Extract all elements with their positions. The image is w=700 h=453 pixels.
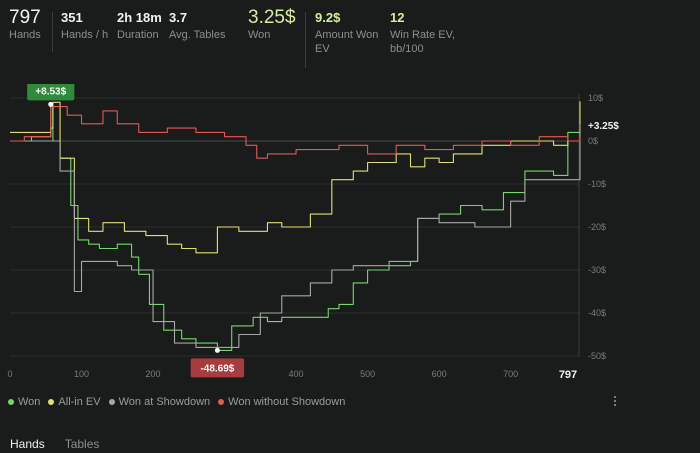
stats-separator	[305, 12, 306, 68]
stat-win-rate-ev: 12 Win Rate EV, bb/100	[390, 10, 490, 56]
stat-value: 9.2$	[315, 10, 341, 25]
x-tick-label: 0	[7, 369, 12, 379]
stat-value: 351	[61, 10, 83, 25]
stat-hands: 797 Hands	[9, 7, 41, 42]
y-tick-label: 0$	[588, 136, 598, 146]
annotation-label: -48.69$	[200, 363, 234, 374]
x-tick-label: 500	[360, 369, 375, 379]
stat-label: Avg. Tables	[169, 29, 226, 41]
bottom-tabs: Hands Tables	[10, 437, 99, 451]
legend-dot	[48, 399, 55, 405]
profit-chart[interactable]: 10$0$-10$-20$-30$-40$-50$010020030040050…	[0, 84, 700, 389]
stat-value: 797	[9, 7, 41, 28]
legend-item-won[interactable]: Won	[8, 396, 40, 408]
legend-label: Won	[18, 396, 41, 408]
legend-item-all-in-ev[interactable]: All-in EV	[48, 396, 101, 408]
annotation-marker	[214, 347, 220, 353]
series-line-won-without-showdown	[10, 106, 581, 159]
stat-won: 3.25$ Won	[248, 7, 296, 42]
y-tick-label: 10$	[588, 93, 603, 103]
x-end-label: 797	[559, 369, 577, 381]
legend-label: Won at Showdown	[118, 396, 211, 408]
x-tick-label: 400	[289, 369, 304, 379]
stat-label: Hands	[9, 29, 41, 41]
x-tick-label: 600	[432, 369, 447, 379]
tab-hands[interactable]: Hands	[10, 437, 45, 451]
legend-dot	[108, 399, 115, 405]
annotation-label: +8.53$	[35, 86, 66, 97]
annotation-badge	[27, 84, 75, 101]
stat-value: 3.7	[169, 10, 188, 25]
legend-label: All-in EV	[58, 396, 101, 408]
stat-hands-per-hour: 351 Hands / h	[61, 10, 108, 42]
stat-label: Duration	[117, 29, 159, 41]
stat-label: Amount Won EV	[315, 29, 379, 55]
series-line-won-at-showdown	[10, 123, 581, 348]
legend-label: Won without Showdown	[228, 396, 346, 408]
annotation-marker	[48, 101, 54, 107]
stat-avg-tables: 3.7 Avg. Tables	[169, 10, 225, 42]
y-tick-label: -40$	[588, 308, 606, 318]
y-tick-label: -20$	[588, 222, 606, 232]
y-tick-label: -50$	[588, 351, 606, 361]
series-line-all-in-ev	[10, 101, 581, 254]
chart-legend: Won All-in EV Won at Showdown Won withou…	[8, 396, 345, 408]
stat-amount-won-ev: 9.2$ Amount Won EV	[315, 10, 387, 56]
x-tick-label: 700	[503, 369, 518, 379]
stat-label: Win Rate EV, bb/100	[390, 29, 456, 55]
stat-label: Won	[248, 29, 271, 41]
x-tick-label: 200	[146, 369, 161, 379]
stats-separator	[52, 12, 53, 52]
legend-dot	[8, 399, 14, 405]
x-tick-label: 100	[74, 369, 89, 379]
annotation-label: +3.25$	[588, 121, 619, 132]
tab-tables[interactable]: Tables	[64, 437, 100, 451]
y-tick-label: -30$	[588, 265, 606, 275]
stat-duration: 2h 18m Duration	[117, 10, 162, 42]
annotation-badge	[190, 358, 245, 378]
legend-item-won-without-showdown[interactable]: Won without Showdown	[218, 396, 345, 408]
y-tick-label: -10$	[588, 179, 606, 189]
stat-value: 12	[390, 10, 405, 25]
stat-value: 2h 18m	[117, 10, 162, 25]
legend-dot	[218, 399, 225, 405]
stat-value: 3.25$	[248, 7, 296, 28]
stat-label: Hands / h	[61, 29, 109, 41]
stats-bar: 797 Hands 351 Hands / h 2h 18m Duration …	[0, 0, 700, 72]
more-options-icon[interactable]	[611, 394, 619, 410]
legend-item-won-at-showdown[interactable]: Won at Showdown	[108, 396, 211, 408]
series-line-won	[10, 103, 581, 351]
